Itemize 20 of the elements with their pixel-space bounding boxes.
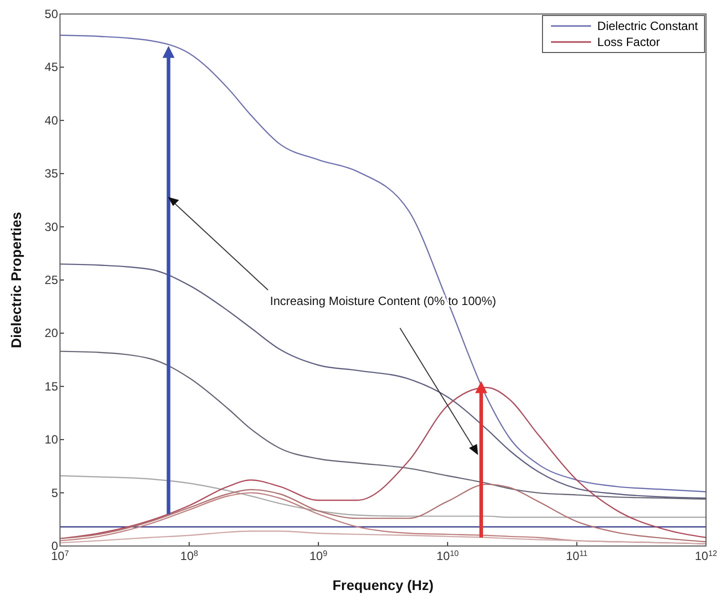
legend-label: Dielectric Constant: [597, 19, 698, 33]
y-tick-label: 15: [44, 379, 58, 394]
y-tick-label: 30: [44, 220, 58, 234]
annotation: Increasing Moisture Content (0% to 100%): [270, 294, 496, 308]
y-tick-label: 35: [44, 166, 58, 181]
x-axis-title: Frequency (Hz): [332, 577, 434, 593]
y-tick-label: 50: [44, 7, 58, 21]
x-tick-label: 10$^{9}$: [309, 548, 328, 563]
y-tick-label: 5: [51, 486, 58, 500]
y-axis-title: Dielectric Properties: [8, 212, 24, 348]
x-tick-label: 10$^{12}$: [694, 548, 718, 563]
y-tick-label: 10: [44, 432, 58, 447]
x-tick-label: 10$^{10}$: [436, 548, 460, 563]
x-tick-label: 10$^{8}$: [180, 548, 199, 563]
x-tick-label: 10$^{11}$: [566, 548, 588, 563]
y-tick-label: 45: [44, 60, 58, 74]
y-tick-label: 40: [44, 113, 58, 128]
y-tick-label: 25: [44, 273, 58, 287]
legend-label: Loss Factor: [597, 35, 660, 49]
y-tick-label: 20: [44, 326, 58, 340]
